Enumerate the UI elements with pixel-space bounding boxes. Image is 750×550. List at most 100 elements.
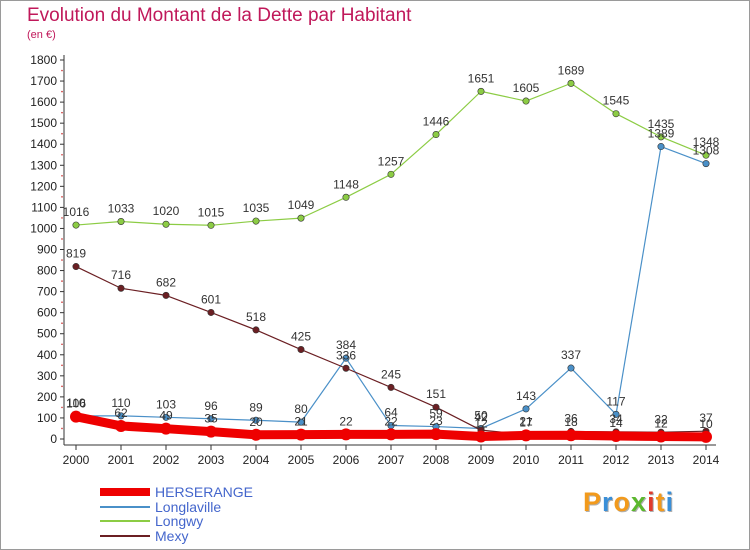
y-tick-label: 1600	[30, 95, 57, 109]
data-label-longwy: 1015	[198, 205, 225, 219]
data-label-mexy: 716	[111, 268, 131, 282]
data-label-longwy: 1435	[648, 117, 675, 131]
data-point-herserange	[385, 428, 397, 441]
y-minor-tick	[61, 196, 63, 198]
y-minor-tick	[61, 280, 63, 282]
data-label-mexy: 34	[609, 412, 623, 426]
line-chart: 0 100 200 300 400 500 600 700 800 900 1000 1100 1200…	[30, 53, 720, 467]
logo-letter: r	[602, 487, 614, 517]
data-label-longwy: 1348	[693, 135, 720, 149]
y-tick-label: 1000	[30, 221, 57, 235]
data-label-mexy: 601	[201, 292, 221, 306]
legend-label: Longlaville	[155, 498, 222, 515]
y-minor-tick	[61, 385, 63, 388]
data-label-longlaville: 117	[606, 394, 625, 408]
y-minor-tick	[61, 111, 63, 114]
data-label-herserange: 22	[339, 414, 353, 428]
data-label-mexy: 682	[156, 275, 176, 289]
data-point-longwy	[297, 214, 305, 222]
data-label-mexy: 518	[246, 310, 266, 324]
y-minor-tick	[61, 217, 63, 219]
logo-letter: i	[665, 487, 675, 517]
legend-swatch	[100, 505, 150, 508]
y-tick-label: 1200	[30, 179, 57, 193]
data-label-herserange: 17	[519, 415, 533, 429]
data-label-herserange: 20	[249, 415, 263, 429]
data-label-mexy: 36	[564, 411, 578, 425]
data-label-longwy: 1651	[468, 71, 495, 85]
data-label-longlaville: 89	[249, 400, 263, 414]
data-point-longlaville	[612, 410, 620, 418]
data-label-longlaville: 103	[156, 397, 176, 411]
data-label-longlaville: 143	[516, 389, 536, 403]
data-point-mexy	[297, 346, 305, 354]
data-point-longwy	[477, 87, 485, 95]
data-label-longlaville: 50	[474, 408, 488, 422]
y-minor-tick	[61, 69, 63, 72]
data-label-longlaville: 1389	[648, 127, 675, 141]
data-point-herserange	[160, 422, 172, 435]
data-point-herserange	[205, 425, 217, 438]
y-minor-tick	[61, 406, 63, 409]
data-point-herserange	[475, 430, 487, 443]
y-tick-label: 300	[37, 369, 57, 383]
x-tick-label: 2004	[243, 453, 270, 467]
data-label-longlaville: 384	[336, 338, 356, 352]
data-point-herserange	[430, 428, 442, 441]
data-point-longlaville	[297, 418, 305, 426]
legend-swatch	[100, 534, 150, 537]
data-point-longwy	[252, 217, 260, 225]
data-point-longwy	[342, 193, 350, 201]
y-tick-label: 900	[37, 243, 57, 257]
x-tick-label: 2010	[513, 453, 540, 467]
data-label-longwy: 1689	[558, 63, 585, 77]
data-label-longlaville: 64	[384, 406, 398, 420]
data-label-longwy: 1605	[513, 81, 540, 95]
data-point-herserange	[655, 430, 667, 443]
x-tick-label: 2005	[288, 453, 315, 467]
x-tick-label: 2007	[378, 453, 405, 467]
y-tick-label: 500	[37, 327, 57, 341]
data-labels: 106 62 49 35 20 21 22 22 23 12 17 18 14 12 10 110 110 103…	[63, 63, 720, 431]
y-minor-tick	[61, 153, 63, 156]
data-label-mexy: 32	[654, 412, 668, 426]
y-tick-label: 700	[37, 285, 57, 299]
data-point-mexy	[342, 364, 350, 372]
data-label-longlaville: 337	[561, 348, 581, 362]
legend-label: Longwy	[155, 513, 204, 529]
data-point-longwy	[117, 217, 125, 225]
data-point-mexy	[162, 291, 170, 299]
y-minor-tick	[61, 238, 63, 240]
data-point-mexy	[252, 326, 260, 334]
data-point-longwy	[207, 221, 215, 229]
data-point-longwy	[702, 151, 710, 159]
y-minor-tick	[61, 175, 63, 177]
y-tick-label: 400	[37, 348, 57, 362]
data-label-mexy: 151	[426, 387, 446, 401]
legend-swatch	[100, 488, 150, 496]
x-tick-label: 2009	[468, 453, 495, 467]
data-label-mexy: 425	[291, 330, 311, 344]
x-tick-label: 2011	[558, 453, 584, 467]
data-label-longwy: 1257	[378, 154, 405, 168]
y-minor-tick	[61, 343, 63, 346]
data-point-mexy	[117, 284, 125, 292]
data-point-longlaville	[702, 160, 710, 168]
data-label-longwy: 1016	[63, 205, 90, 219]
y-minor-tick	[61, 364, 63, 367]
x-tick-label: 2014	[693, 453, 720, 467]
data-label-mexy: 21	[519, 415, 533, 429]
x-tick-label: 2000	[63, 453, 90, 467]
data-label-longwy: 1033	[108, 201, 135, 215]
logo-letter: i	[647, 487, 656, 517]
data-point-longlaville	[117, 412, 125, 420]
x-tick-label: 2006	[333, 453, 360, 467]
data-point-longwy	[567, 79, 575, 87]
y-tick-label: 1500	[30, 116, 57, 130]
logo-letter: o	[613, 487, 632, 517]
data-point-longlaville	[342, 354, 350, 362]
data-point-longwy	[162, 220, 170, 228]
data-point-herserange	[115, 419, 127, 432]
data-label-herserange: 21	[294, 415, 308, 429]
x-tick-label: 2013	[648, 453, 675, 467]
